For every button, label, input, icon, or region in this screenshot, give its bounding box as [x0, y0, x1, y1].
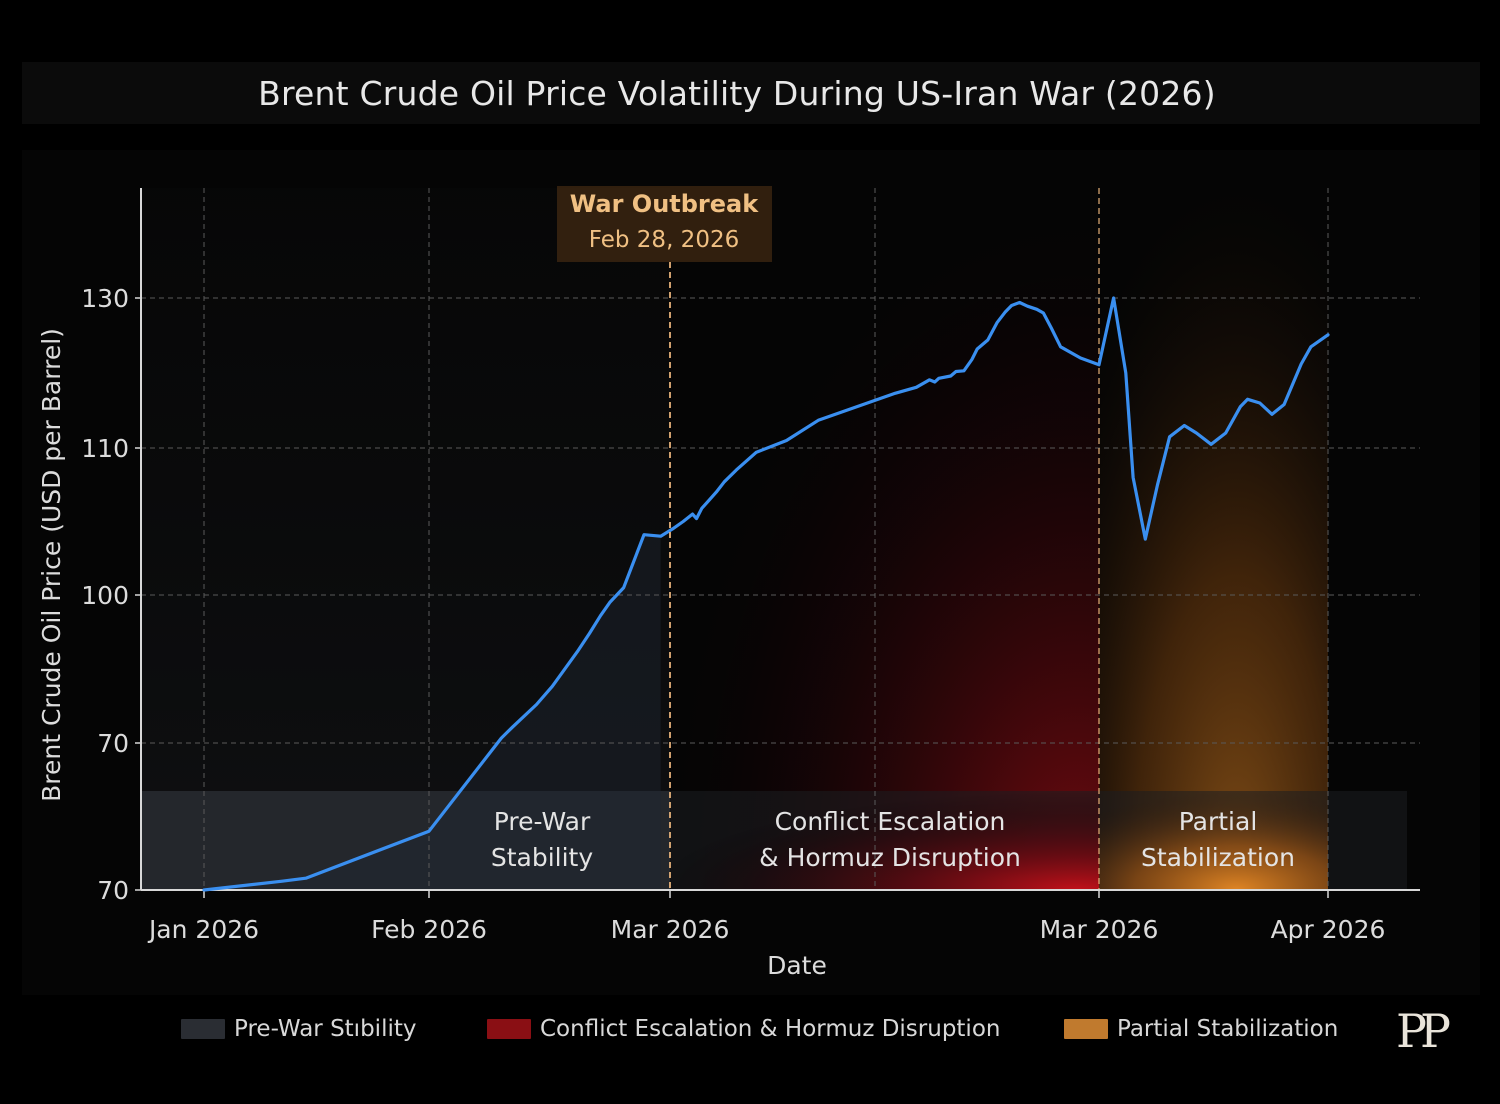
region-label-1-0: Conflict Escalation — [775, 807, 1006, 836]
legend-item-pre-war: Pre-War Stıbility — [181, 1015, 416, 1043]
region-label-2-0: Partial — [1179, 807, 1258, 836]
legend-item-partial: Partial Stabilization — [1064, 1015, 1338, 1043]
legend-swatch-conflict — [487, 1019, 531, 1039]
region-label-0-1: Stability — [491, 843, 594, 872]
fill-layer — [204, 534, 661, 890]
war-outbreak-date: Feb 28, 2026 — [589, 227, 739, 253]
x-tick-label-4: Apr 2026 — [1271, 915, 1386, 944]
y-tick-label-2: 100 — [81, 581, 129, 610]
pre-war-area-fill — [204, 534, 661, 890]
war-outbreak-box — [557, 186, 772, 262]
region-label-2-1: Stabilization — [1141, 843, 1295, 872]
region-band-partial — [1099, 791, 1328, 890]
y-tick-label-1: 70 — [97, 729, 129, 758]
region-glow-1 — [670, 188, 1099, 890]
line-layer — [202, 296, 1330, 892]
grid-layer — [141, 188, 1420, 890]
legend-swatch-partial — [1064, 1019, 1108, 1039]
x-tick-label-1: Feb 2026 — [371, 915, 487, 944]
chart-title: Brent Crude Oil Price Volatility During … — [258, 74, 1216, 113]
region-band-conflict — [670, 791, 1099, 890]
line-chart: 70 70 100 110 130 Jan 2026 Feb 2026 Mar 2026 Mar… — [37, 186, 1420, 980]
x-tick-label-2: Mar 2026 — [611, 915, 730, 944]
y-tick-label-3: 110 — [81, 434, 129, 463]
legend-label-partial: Partial Stabilization — [1117, 1016, 1339, 1042]
y-tick-label-4: 130 — [81, 284, 129, 313]
annotation-layer: War Outbreak Feb 28, 2026 — [557, 186, 772, 890]
price-line — [202, 296, 1330, 892]
region-layer — [141, 188, 1407, 890]
x-tick-label-0: Jan 2026 — [147, 915, 259, 944]
region-label-1-1: & Hormuz Disruption — [759, 843, 1021, 872]
y-axis-label: Brent Crude Oil Price (USD per Barrel) — [37, 328, 66, 802]
label-layer: Pre-War Stability Conflict Escalation & Hor… — [491, 807, 1295, 872]
x-axis-label: Date — [767, 951, 827, 980]
legend-label-conflict: Conflict Escalation & Hormuz Disruption — [540, 1016, 1001, 1042]
region-glow-2 — [1099, 188, 1328, 890]
legend-item-conflict: Conflict Escalation & Hormuz Disruption — [487, 1015, 1000, 1043]
legend-label-pre-war: Pre-War Stıbility — [234, 1016, 417, 1042]
legend-swatch-pre-war — [181, 1019, 225, 1039]
x-tick-label-3: Mar 2026 — [1040, 915, 1159, 944]
logo: PP — [1396, 1004, 1451, 1058]
legend: Pre-War Stıbility Conflict Escalation & … — [0, 1005, 1500, 1055]
axis-layer: 70 70 100 110 130 Jan 2026 Feb 2026 Mar 2026 Mar… — [37, 188, 1420, 980]
title-band: Brent Crude Oil Price Volatility During … — [22, 62, 1480, 124]
region-label-0-0: Pre-War — [494, 807, 591, 836]
war-outbreak-title: War Outbreak — [570, 190, 759, 218]
region-glow-0 — [141, 188, 670, 890]
y-tick-label-0: 70 — [97, 876, 129, 905]
chart-panel: 70 70 100 110 130 Jan 2026 Feb 2026 Mar 2026 Mar… — [22, 150, 1480, 995]
